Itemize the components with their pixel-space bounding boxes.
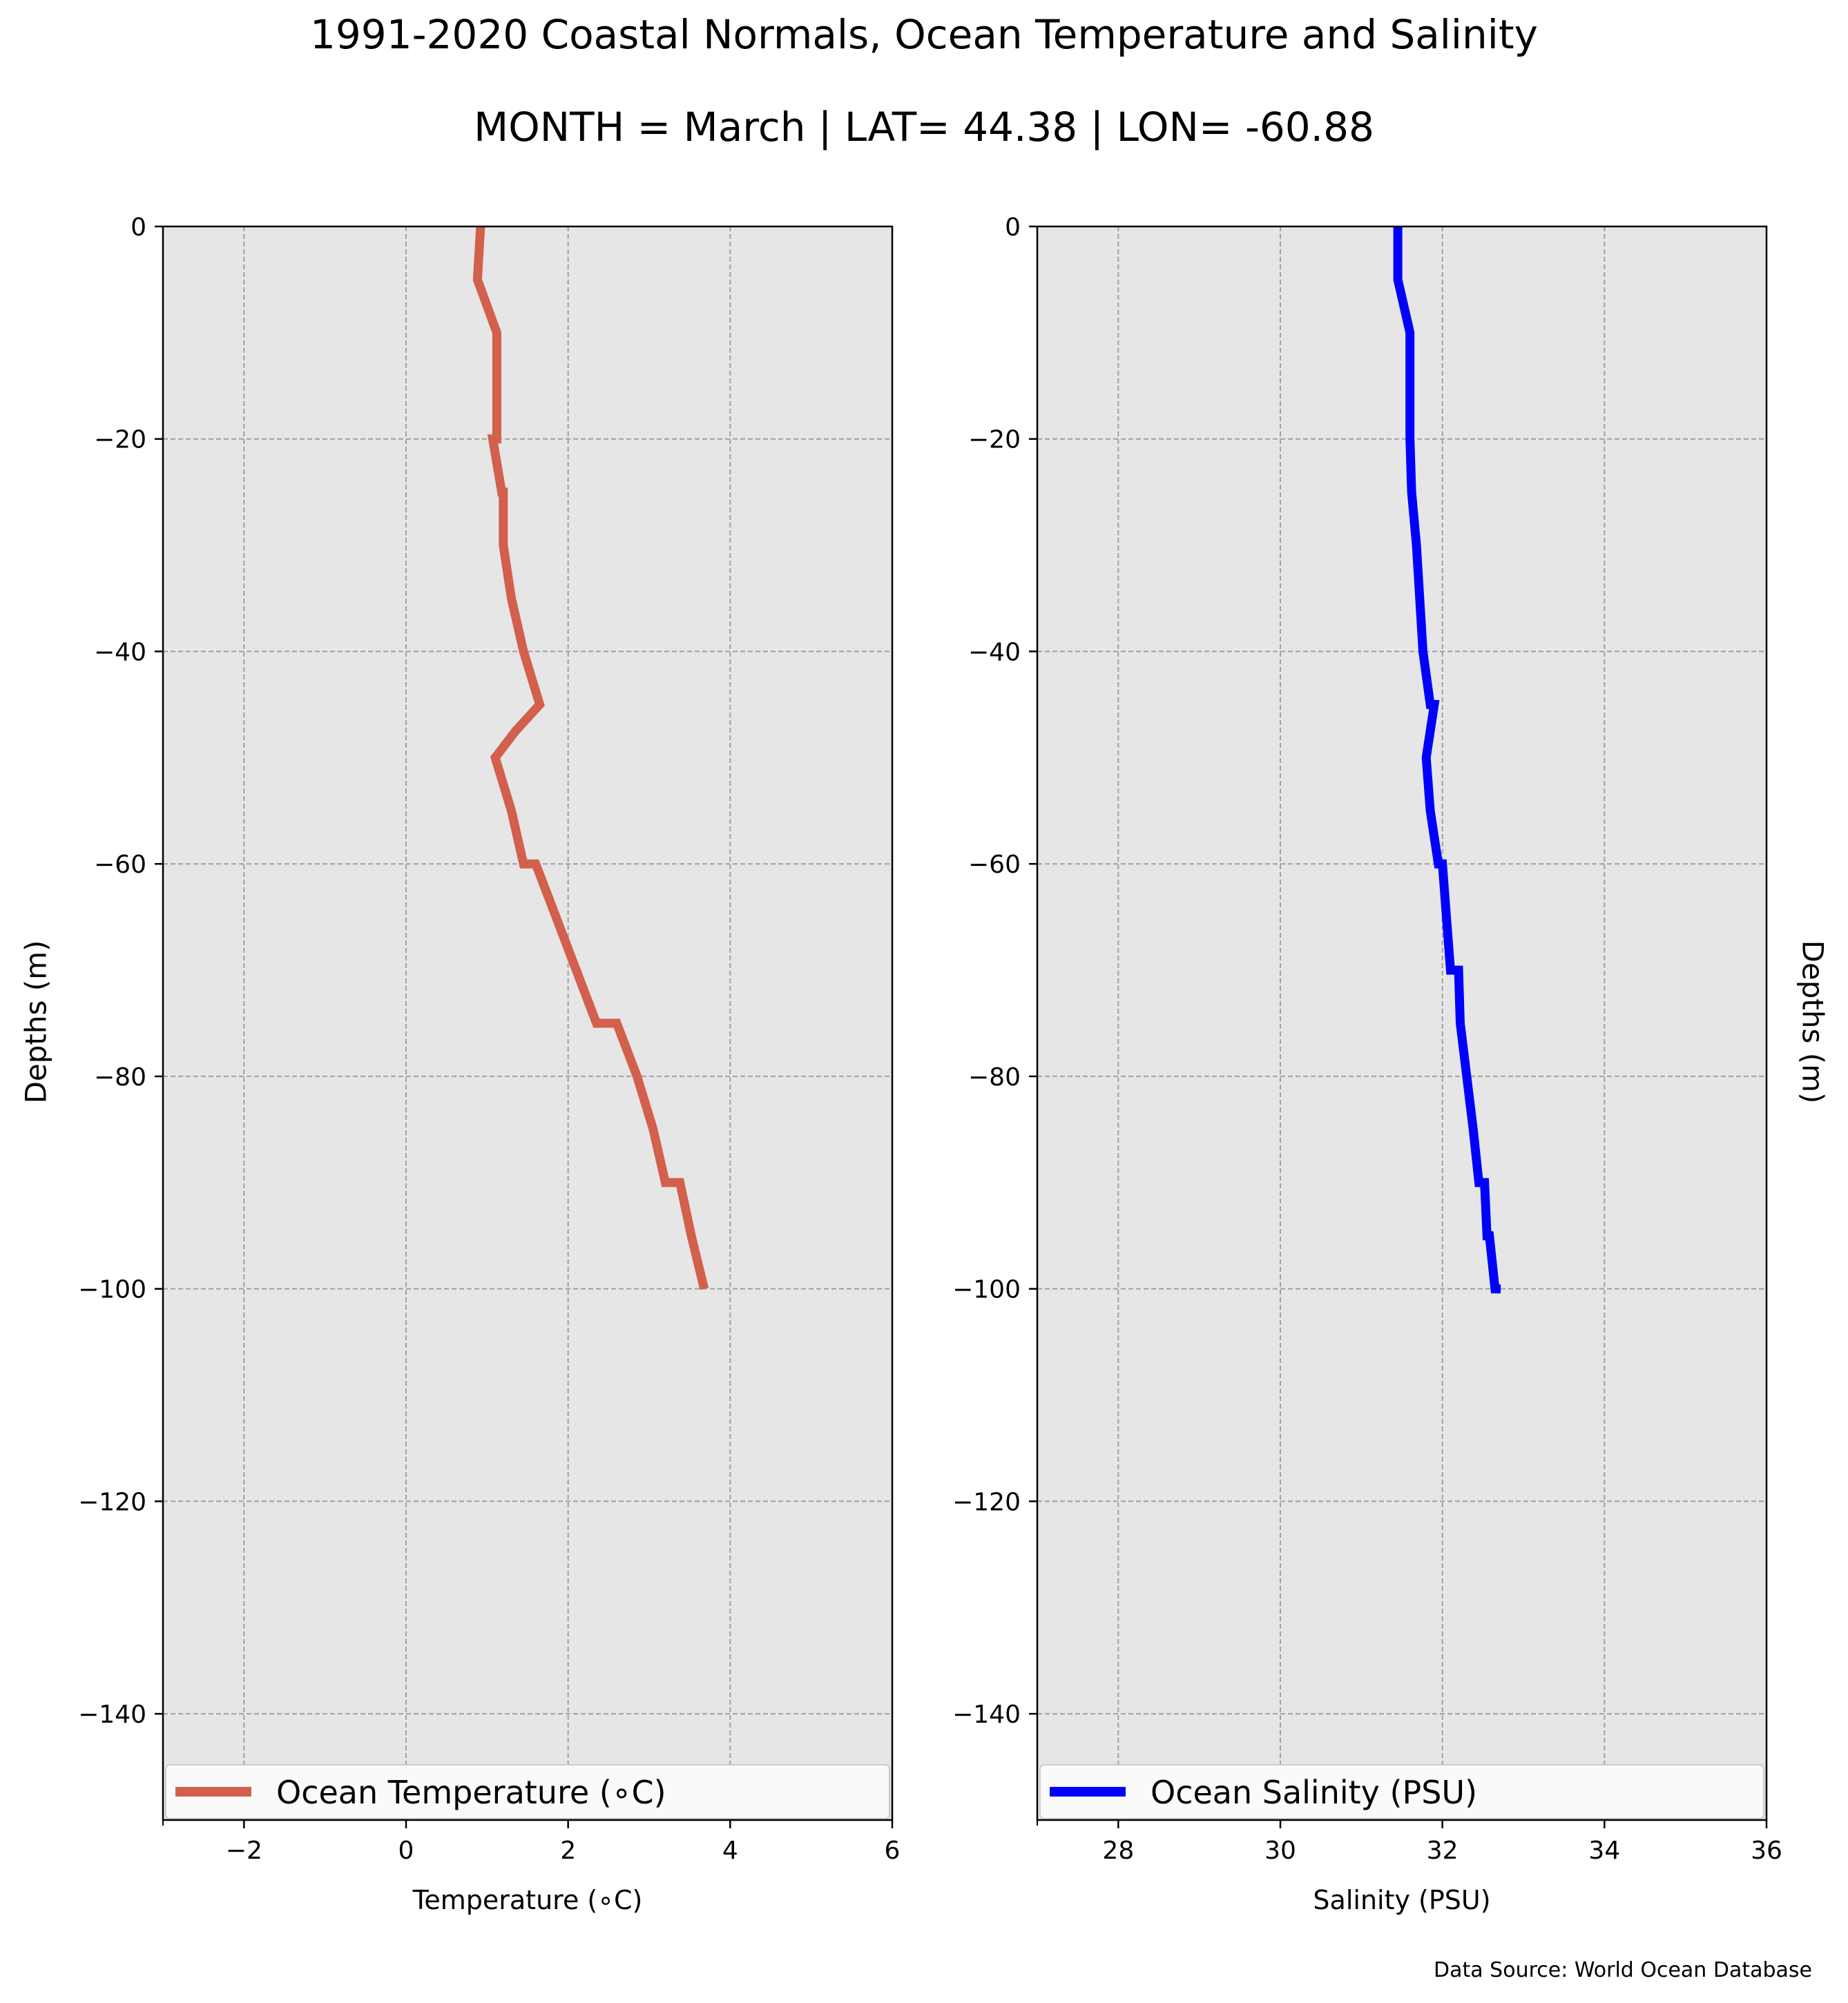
y-tick-label: −40 [94, 638, 146, 666]
legend-label: Ocean Salinity (PSU) [1151, 1774, 1477, 1811]
y-tick-label: −100 [78, 1276, 146, 1304]
salinity-series-line [1393, 226, 1501, 1294]
temperature-plot-area [163, 226, 892, 1820]
temperature-legend: Ocean Temperature (∘C) [165, 1764, 890, 1819]
y-tick-label: −20 [968, 426, 1021, 454]
x-tick-label: 32 [1427, 1837, 1459, 1865]
y-tick-label: 0 [1005, 213, 1021, 242]
x-tick-label: 36 [1751, 1837, 1782, 1865]
temperature-x-axis-label: Temperature (∘C) [412, 1885, 643, 1915]
x-tick-label: 6 [885, 1837, 901, 1865]
x-tick-label: 2 [560, 1837, 576, 1865]
y-tick-label: −120 [78, 1488, 146, 1516]
y-axis-label-left: Depths (m) [19, 940, 53, 1104]
y-tick-label: −140 [78, 1701, 146, 1729]
y-tick-label: −100 [952, 1276, 1021, 1304]
data-source-note: Data Source: World Ocean Database [1434, 1958, 1812, 1982]
x-tick-label: 28 [1102, 1837, 1134, 1865]
legend-frame [1039, 1764, 1764, 1819]
salinity-legend: Ocean Salinity (PSU) [1039, 1764, 1764, 1819]
y-tick-label: −40 [968, 638, 1021, 666]
temperature-panel: Ocean Temperature (∘C)−2 0 2 4 60−20−40−60−8… [78, 213, 900, 1915]
salinity-x-axis-label: Salinity (PSU) [1313, 1885, 1490, 1915]
salinity-axes-frame [1036, 225, 1768, 1821]
salinity-plot-area [1037, 226, 1767, 1820]
x-tick-label: 34 [1588, 1837, 1620, 1865]
chart-subtitle: MONTH = March | LAT= 44.38 | LON= -60.88 [474, 104, 1374, 151]
legend-label: Ocean Temperature (∘C) [276, 1774, 666, 1811]
y-tick-label: −80 [94, 1063, 146, 1092]
y-tick-label: −20 [94, 426, 146, 454]
y-tick-label: −140 [952, 1701, 1021, 1729]
x-tick-label: 30 [1264, 1837, 1296, 1865]
y-axis-label-right: Depths (m) [1796, 940, 1830, 1104]
y-tick-label: −120 [952, 1488, 1021, 1516]
x-tick-label: −2 [226, 1837, 262, 1865]
temperature-axes-frame [162, 225, 894, 1821]
y-tick-label: 0 [131, 213, 146, 242]
y-tick-label: −60 [968, 851, 1021, 879]
chart-title: 1991-2020 Coastal Normals, Ocean Tempera… [310, 11, 1538, 58]
y-tick-label: −80 [968, 1063, 1021, 1092]
temperature-series-line [472, 226, 709, 1290]
y-tick-label: −60 [94, 851, 146, 879]
legend-frame [165, 1764, 890, 1819]
salinity-panel: Ocean Salinity (PSU) 28 30 32 34 36 0 −20 −40 −60… [952, 213, 1782, 1915]
x-tick-label: 0 [398, 1837, 414, 1865]
x-tick-label: 4 [722, 1837, 738, 1865]
